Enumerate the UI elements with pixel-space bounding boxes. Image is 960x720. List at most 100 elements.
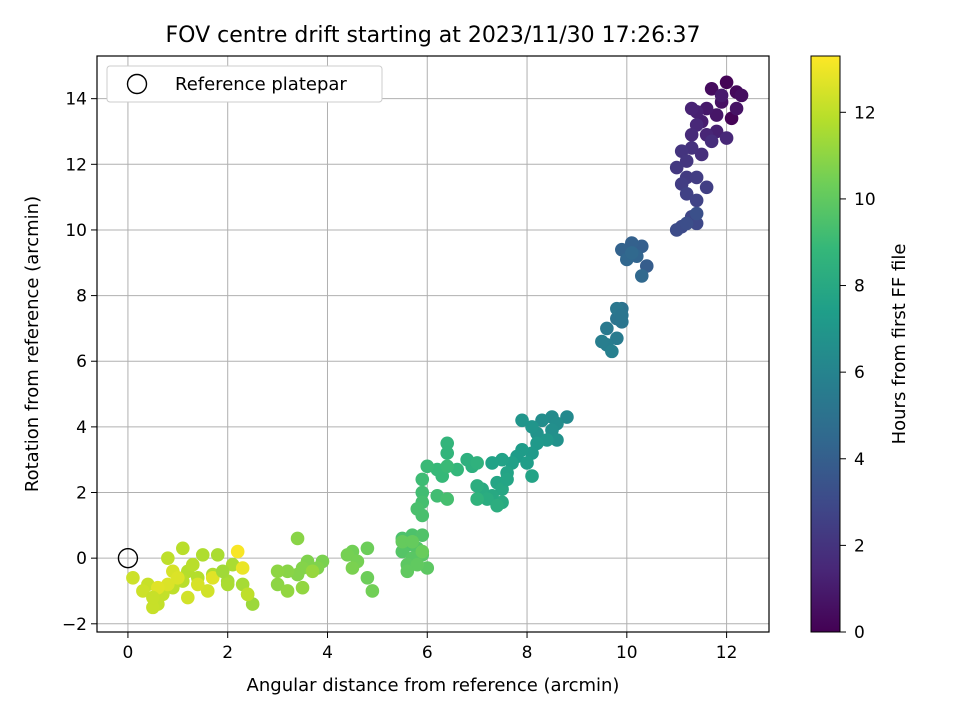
x-tick-label: 4	[322, 643, 333, 663]
data-point	[634, 269, 649, 283]
data-point	[345, 561, 360, 575]
data-point	[480, 492, 494, 506]
data-point	[625, 246, 639, 260]
data-point	[470, 492, 484, 506]
data-point	[215, 564, 230, 579]
data-point	[365, 584, 380, 598]
colorbar-tick-label: 4	[854, 450, 865, 470]
data-point	[415, 485, 430, 500]
data-point	[615, 308, 629, 323]
data-point	[470, 479, 484, 493]
data-point	[230, 544, 245, 559]
reference-platepar-marker	[117, 547, 139, 569]
data-point	[485, 456, 499, 470]
data-point	[410, 557, 425, 572]
colorbar-tick-label: 6	[854, 363, 865, 383]
data-point	[525, 469, 539, 483]
data-point	[340, 548, 355, 562]
data-point	[400, 564, 415, 579]
plot-frame	[96, 55, 770, 633]
colorbar-tick-label: 2	[854, 536, 865, 556]
data-point	[734, 88, 749, 103]
data-point	[625, 236, 639, 250]
colorbar-ticks: 0 2 4 6 8 10 12	[840, 103, 876, 643]
chart-title: FOV centre drift starting at 2023/11/30 …	[166, 23, 701, 48]
data-point	[689, 216, 704, 231]
data-point	[176, 541, 190, 556]
data-point	[610, 331, 624, 346]
data-point	[171, 571, 185, 585]
y-axis-ticks: −2 0 2 4 6 8 10 12 14	[62, 90, 97, 635]
data-point	[689, 193, 704, 208]
data-point	[440, 436, 455, 451]
y-tick-label: 0	[76, 549, 87, 569]
data-point	[295, 580, 310, 595]
reference-marker	[117, 547, 139, 569]
legend-box	[106, 65, 383, 103]
colorbar	[810, 55, 841, 633]
data-point	[550, 433, 564, 447]
data-point	[420, 459, 435, 474]
data-point	[600, 321, 614, 336]
x-tick-label: 2	[222, 643, 233, 663]
data-point	[210, 548, 225, 562]
data-point	[709, 108, 724, 122]
x-tick-label: 6	[422, 643, 433, 663]
data-point	[415, 528, 430, 542]
data-point	[520, 456, 534, 470]
y-tick-label: 4	[76, 418, 87, 438]
data-point	[205, 571, 220, 585]
y-tick-label: 12	[65, 155, 87, 175]
data-point	[146, 590, 160, 605]
data-point	[605, 344, 619, 359]
data-point	[240, 587, 255, 602]
data-point	[185, 557, 200, 572]
data-point	[126, 571, 140, 585]
x-tick-label: 8	[522, 643, 533, 663]
data-point	[704, 134, 719, 149]
data-point	[280, 564, 295, 579]
data-point	[669, 160, 684, 175]
data-point	[305, 564, 320, 579]
data-point	[500, 472, 514, 487]
data-point	[440, 459, 455, 474]
data-point	[535, 413, 549, 428]
data-point	[679, 187, 694, 201]
data-point	[440, 446, 455, 460]
data-point	[470, 456, 484, 470]
data-point	[719, 75, 734, 90]
data-point	[515, 413, 529, 428]
data-point	[280, 584, 295, 598]
data-point	[405, 534, 420, 549]
data-points	[126, 75, 749, 615]
data-point	[689, 170, 704, 185]
data-point	[679, 154, 694, 168]
data-point	[161, 551, 175, 565]
data-point	[684, 101, 699, 116]
y-tick-label: 14	[65, 90, 87, 110]
x-axis-label: Angular distance from reference (arcmin)	[247, 675, 620, 696]
colorbar-tick-label: 10	[854, 190, 876, 210]
data-point	[195, 548, 210, 562]
data-point	[360, 571, 375, 585]
data-point	[415, 544, 430, 559]
x-tick-label: 12	[716, 643, 738, 663]
legend: Reference platepar	[106, 65, 383, 103]
y-tick-label: 6	[76, 352, 87, 372]
colorbar-tick-label: 12	[854, 103, 876, 123]
data-point	[270, 564, 285, 579]
data-point	[136, 584, 150, 598]
data-point	[689, 206, 704, 221]
data-point	[729, 101, 744, 116]
data-point	[714, 88, 729, 103]
data-point	[235, 561, 250, 575]
data-point	[679, 216, 694, 231]
legend-entry-reference-platepar: Reference platepar	[175, 74, 347, 95]
colorbar-label: Hours from first FF file	[889, 244, 910, 445]
data-point	[694, 147, 709, 162]
data-point	[490, 498, 504, 513]
y-tick-label: −2	[62, 615, 87, 635]
data-point	[190, 577, 205, 592]
data-point	[395, 544, 410, 559]
data-point	[200, 584, 215, 598]
